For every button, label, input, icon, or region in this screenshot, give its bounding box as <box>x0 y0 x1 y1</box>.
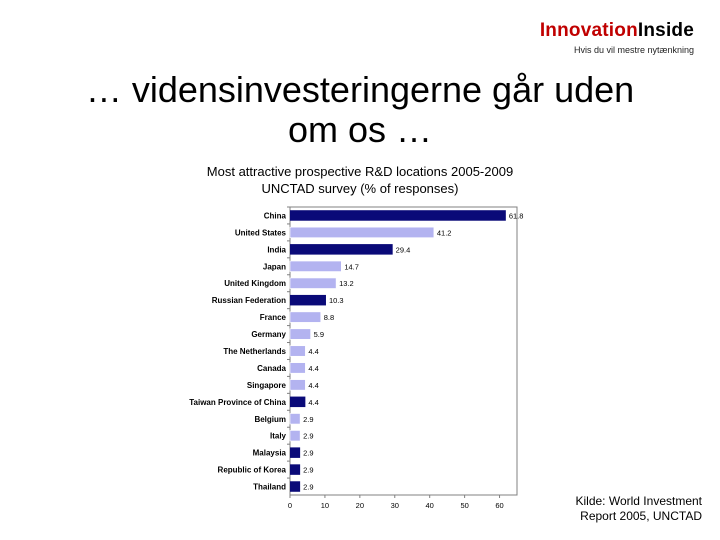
category-label: United Kingdom <box>224 279 286 288</box>
bar <box>289 379 306 391</box>
category-label: Italy <box>270 432 287 441</box>
data-label: 8.8 <box>324 313 334 322</box>
x-tick-label: 0 <box>288 501 292 510</box>
bar <box>290 447 301 458</box>
x-tick-label: 40 <box>426 501 434 510</box>
data-label: 29.4 <box>396 245 411 254</box>
source-note: Kilde: World Investment Report 2005, UNC… <box>576 494 703 524</box>
data-label: 4.4 <box>308 381 318 390</box>
bar <box>290 244 393 255</box>
chart-title-line-2: UNCTAD survey (% of responses) <box>261 181 459 196</box>
slide-title-line-2: om os … <box>287 109 433 150</box>
category-label: United States <box>235 228 287 237</box>
category-label: China <box>264 211 287 220</box>
category-label: France <box>260 313 287 322</box>
chart-title-line-1: Most attractive prospective R&D location… <box>206 164 514 179</box>
data-label: 14.7 <box>344 262 359 271</box>
bar <box>289 311 322 323</box>
bar <box>289 277 337 289</box>
x-tick-label: 10 <box>321 501 329 510</box>
source-line-2: Report 2005, UNCTAD <box>580 509 702 523</box>
category-label: Russian Federation <box>212 296 286 305</box>
x-tick-label: 50 <box>460 501 468 510</box>
bar <box>289 328 311 340</box>
bar <box>290 481 301 492</box>
bar <box>290 294 326 306</box>
source-line-1: Kilde: World Investment <box>575 494 703 508</box>
data-label: 10.3 <box>329 296 344 305</box>
category-label: Thailand <box>253 483 286 492</box>
category-label: Malaysia <box>253 449 287 458</box>
data-label: 4.4 <box>308 398 318 407</box>
brand-name-inside: Inside <box>637 20 694 41</box>
data-label: 4.4 <box>308 364 318 373</box>
data-label: 13.2 <box>339 279 354 288</box>
slide-title: … vidensinvesteringerne går uden om os … <box>40 70 680 150</box>
brand-name-innovation: Innovation <box>539 20 638 41</box>
category-label: Japan <box>263 262 286 271</box>
data-label: 4.4 <box>308 347 318 356</box>
data-label: 2.9 <box>303 415 313 424</box>
bar <box>289 413 301 425</box>
category-label: The Netherlands <box>223 347 286 356</box>
slide-title-line-1: … vidensinvesteringerne går uden <box>85 69 635 110</box>
bar <box>289 260 342 272</box>
category-label: India <box>267 245 286 254</box>
bar <box>289 430 301 442</box>
category-label: Singapore <box>247 381 287 390</box>
category-label: Republic of Korea <box>218 466 287 475</box>
x-tick-label: 60 <box>495 501 503 510</box>
category-label: Canada <box>257 364 286 373</box>
data-label: 2.9 <box>303 449 313 458</box>
data-label: 2.9 <box>303 466 313 475</box>
bar <box>289 226 435 238</box>
data-label: 2.9 <box>303 432 313 441</box>
category-label: Taiwan Province of China <box>189 398 286 407</box>
bar <box>289 345 306 357</box>
brand-tagline: Hvis du vil mestre nytænkning <box>573 45 694 55</box>
x-tick-label: 30 <box>391 501 399 510</box>
data-label: 41.2 <box>437 228 452 237</box>
chart-title: Most attractive prospective R&D location… <box>150 163 570 197</box>
bar <box>289 362 306 374</box>
category-label: Belgium <box>254 415 286 424</box>
bar <box>290 210 506 221</box>
brand-name: InnovationInside <box>540 20 694 42</box>
data-label: 61.8 <box>509 211 524 220</box>
brand-logo: InnovationInside Hvis du vil mestre nytæ… <box>540 20 694 55</box>
data-label: 2.9 <box>303 483 313 492</box>
bar <box>290 396 306 408</box>
bar <box>290 464 301 475</box>
x-tick-label: 20 <box>356 501 364 510</box>
data-label: 5.9 <box>314 330 324 339</box>
category-label: Germany <box>251 330 286 339</box>
